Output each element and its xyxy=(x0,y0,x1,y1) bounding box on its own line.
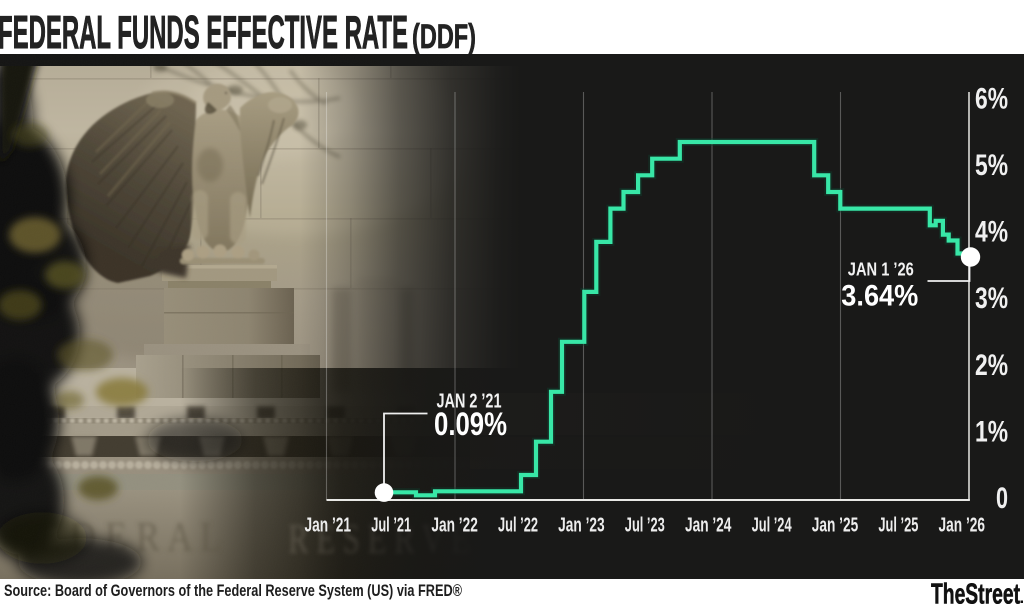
svg-text:0.09%: 0.09% xyxy=(434,406,507,442)
svg-text:1%: 1% xyxy=(975,415,1008,448)
svg-text:JAN 2 ’21: JAN 2 ’21 xyxy=(437,390,502,413)
svg-text:Jul ’23: Jul ’23 xyxy=(625,515,665,537)
svg-text:JAN 1 ’26: JAN 1 ’26 xyxy=(848,260,914,280)
svg-text:Jul ’22: Jul ’22 xyxy=(498,515,538,537)
svg-text:4%: 4% xyxy=(975,216,1008,249)
svg-text:(DDF): (DDF) xyxy=(412,18,476,56)
svg-text:Jul ’21: Jul ’21 xyxy=(371,515,411,537)
svg-text:5%: 5% xyxy=(975,149,1008,182)
svg-text:Jan ’26: Jan ’26 xyxy=(939,515,986,537)
svg-text:Source: Board of Governors of: Source: Board of Governors of the Federa… xyxy=(4,581,462,600)
svg-text:6%: 6% xyxy=(975,82,1008,115)
svg-text:Jul ’25: Jul ’25 xyxy=(878,515,918,537)
svg-text:TheStreet: TheStreet xyxy=(931,579,1020,611)
svg-text:Jan ’21: Jan ’21 xyxy=(305,515,352,537)
svg-text:3.64%: 3.64% xyxy=(841,280,918,313)
svg-text:Jan ’24: Jan ’24 xyxy=(685,515,732,537)
svg-text:Jul ’24: Jul ’24 xyxy=(752,515,793,537)
svg-text:Jan ’23: Jan ’23 xyxy=(558,515,605,537)
svg-text:2%: 2% xyxy=(975,349,1008,382)
svg-text:Jan ’22: Jan ’22 xyxy=(431,515,478,537)
svg-text:0: 0 xyxy=(996,482,1008,515)
svg-text:3%: 3% xyxy=(975,282,1008,315)
svg-text:FEDERAL FUNDS EFFECTIVE RATE: FEDERAL FUNDS EFFECTIVE RATE xyxy=(0,6,408,58)
svg-text:Jan ’25: Jan ’25 xyxy=(812,515,859,537)
